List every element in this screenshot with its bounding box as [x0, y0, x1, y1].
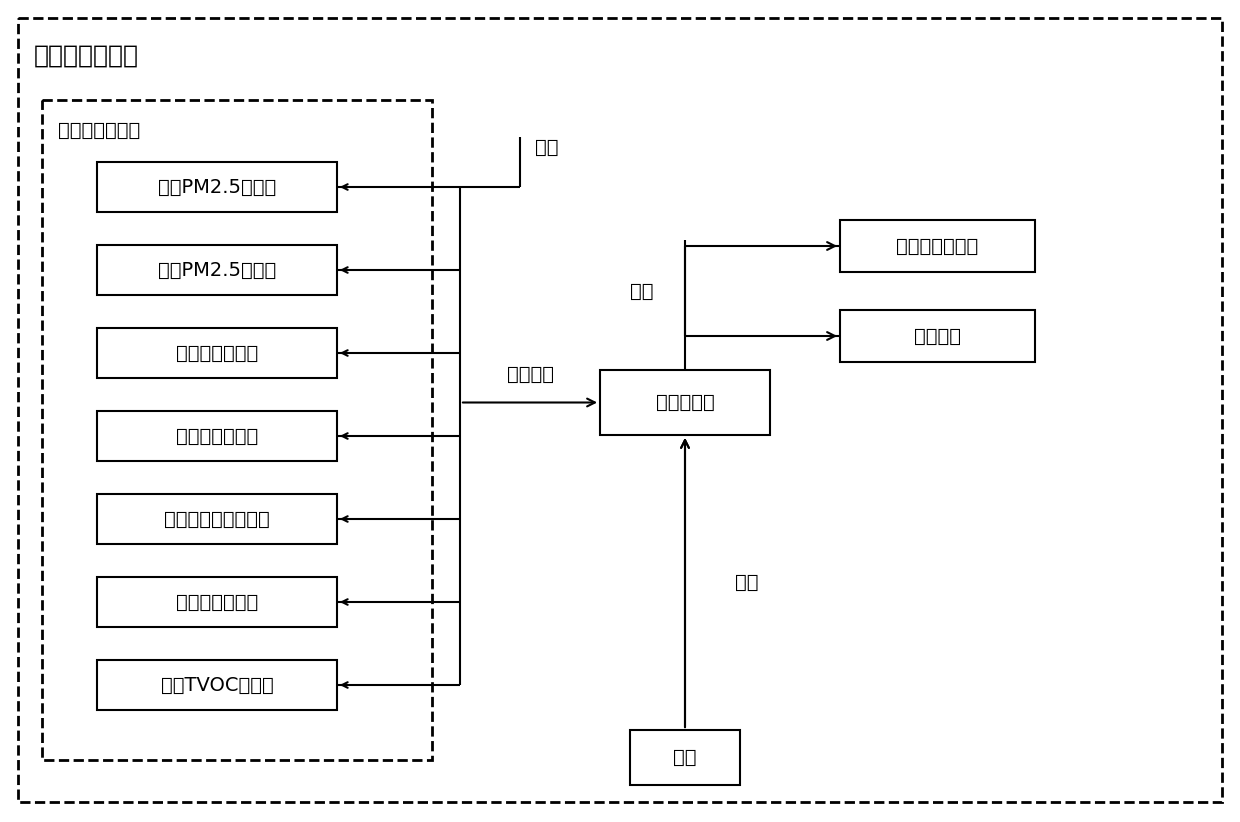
Text: 空气净化器主体: 空气净化器主体: [33, 44, 139, 68]
Text: 电源: 电源: [673, 748, 697, 767]
Text: 车内TVOC传感器: 车内TVOC传感器: [161, 676, 273, 695]
Text: 车内二氧化碳传感器: 车内二氧化碳传感器: [164, 510, 270, 529]
Text: 车外PM2.5传感器: 车外PM2.5传感器: [157, 178, 277, 196]
Text: 车内湿度传感器: 车内湿度传感器: [176, 427, 258, 446]
Text: 车内甲醛传感器: 车内甲醛传感器: [176, 593, 258, 612]
Bar: [97, 660, 337, 710]
Text: 空气检测传感器: 空气检测传感器: [58, 121, 140, 140]
Text: 空气净化器装置: 空气净化器装置: [897, 237, 978, 256]
Bar: [97, 577, 337, 627]
Bar: [97, 162, 337, 212]
Text: 供电: 供电: [534, 137, 558, 156]
Bar: [97, 245, 337, 295]
Text: 控制: 控制: [630, 281, 653, 301]
Text: 车内温度传感器: 车内温度传感器: [176, 344, 258, 363]
Bar: [600, 370, 770, 435]
Bar: [97, 411, 337, 461]
Bar: [630, 730, 740, 785]
Text: 传输数据: 传输数据: [506, 365, 553, 384]
Text: 灯光显示: 灯光显示: [914, 326, 961, 345]
Text: 主控电路版: 主控电路版: [656, 393, 714, 412]
Bar: [839, 220, 1035, 272]
Text: 供电: 供电: [735, 573, 759, 592]
Bar: [839, 310, 1035, 362]
Bar: [97, 328, 337, 378]
Text: 车内PM2.5传感器: 车内PM2.5传感器: [157, 261, 277, 279]
Bar: [97, 494, 337, 544]
Bar: [42, 100, 432, 760]
